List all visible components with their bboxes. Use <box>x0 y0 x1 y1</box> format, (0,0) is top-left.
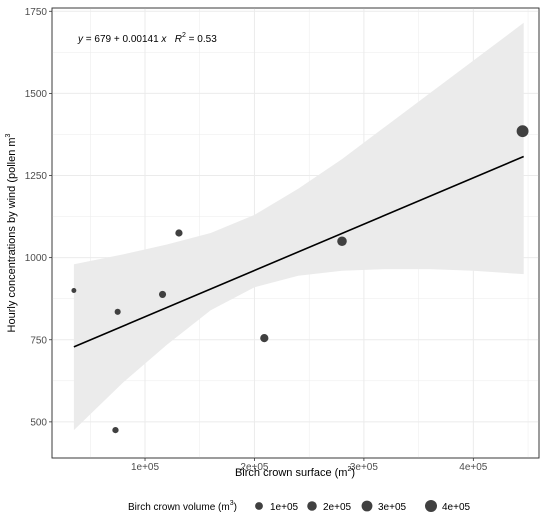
x-axis-title: Birch crown surface (m2) <box>235 466 355 479</box>
regression-line <box>73 155 524 348</box>
data-point <box>516 125 529 138</box>
legend-title-sup: 3 <box>230 500 234 507</box>
data-point <box>71 288 77 293</box>
legend-label: 3e+05 <box>378 502 407 513</box>
data-point <box>114 308 121 315</box>
legend-label: 2e+05 <box>323 502 352 513</box>
y-tick-label: 750 <box>30 335 47 346</box>
legend-symbol <box>425 500 437 512</box>
data-point <box>260 334 269 343</box>
equation-r-value: = 0.53 <box>186 34 217 45</box>
x-axis-title-end: ) <box>351 467 355 479</box>
y-axis-title-sup: 3 <box>5 133 12 137</box>
y-tick-label: 1500 <box>25 89 48 100</box>
x-tick-label: 4e+05 <box>459 462 488 473</box>
legend-title: Birch crown volume (m3) <box>128 500 237 513</box>
y-axis-title-text: Hourly concentrations by wind (pollen m <box>6 137 18 332</box>
y-tick-label: 1250 <box>25 171 48 182</box>
equation-r-label: R <box>175 34 182 45</box>
x-axis-title-sup: 2 <box>347 466 351 473</box>
equation-r-sup: 2 <box>182 32 186 39</box>
x-axis: 1e+05 2e+05 3e+05 4e+05 <box>131 458 488 473</box>
size-legend: Birch crown volume (m3) 1e+05 2e+05 3e+05 4… <box>128 500 471 513</box>
legend-items: 1e+05 2e+05 3e+05 4e+05 <box>255 500 471 513</box>
legend-symbol <box>307 501 317 511</box>
data-point <box>158 290 167 298</box>
legend-symbol <box>361 500 373 512</box>
data-point <box>175 229 183 237</box>
plot-panel-border <box>51 7 540 459</box>
equation-x-var: x <box>160 34 167 45</box>
equation-gap <box>166 34 174 45</box>
data-points <box>71 125 529 434</box>
legend-label: 1e+05 <box>270 502 299 513</box>
y-axis: 500 750 1000 1250 1500 1750 <box>25 7 52 428</box>
y-tick-label: 1750 <box>25 7 48 18</box>
data-point <box>337 236 347 246</box>
confidence-band <box>73 22 524 431</box>
x-tick-label: 1e+05 <box>131 462 160 473</box>
data-point <box>112 426 119 434</box>
legend-title-text: Birch crown volume (m <box>128 502 230 513</box>
x-tick-label: 3e+05 <box>350 462 379 473</box>
legend-label: 4e+05 <box>442 502 471 513</box>
x-tick-label: 2e+05 <box>240 462 269 473</box>
y-tick-label: 1000 <box>25 253 48 264</box>
equation-y-var: y <box>77 34 84 45</box>
legend-title-end: ) <box>234 502 237 513</box>
y-axis-title: Hourly concentrations by wind (pollen m3 <box>5 133 18 332</box>
regression-equation: y = 679 + 0.00141 x R2 = 0.53 <box>77 32 217 45</box>
x-axis-title-text: Birch crown surface (m <box>235 467 347 479</box>
legend-symbol <box>255 502 263 510</box>
y-tick-label: 500 <box>30 417 47 428</box>
equation-body: = 679 + 0.00141 <box>83 34 161 45</box>
